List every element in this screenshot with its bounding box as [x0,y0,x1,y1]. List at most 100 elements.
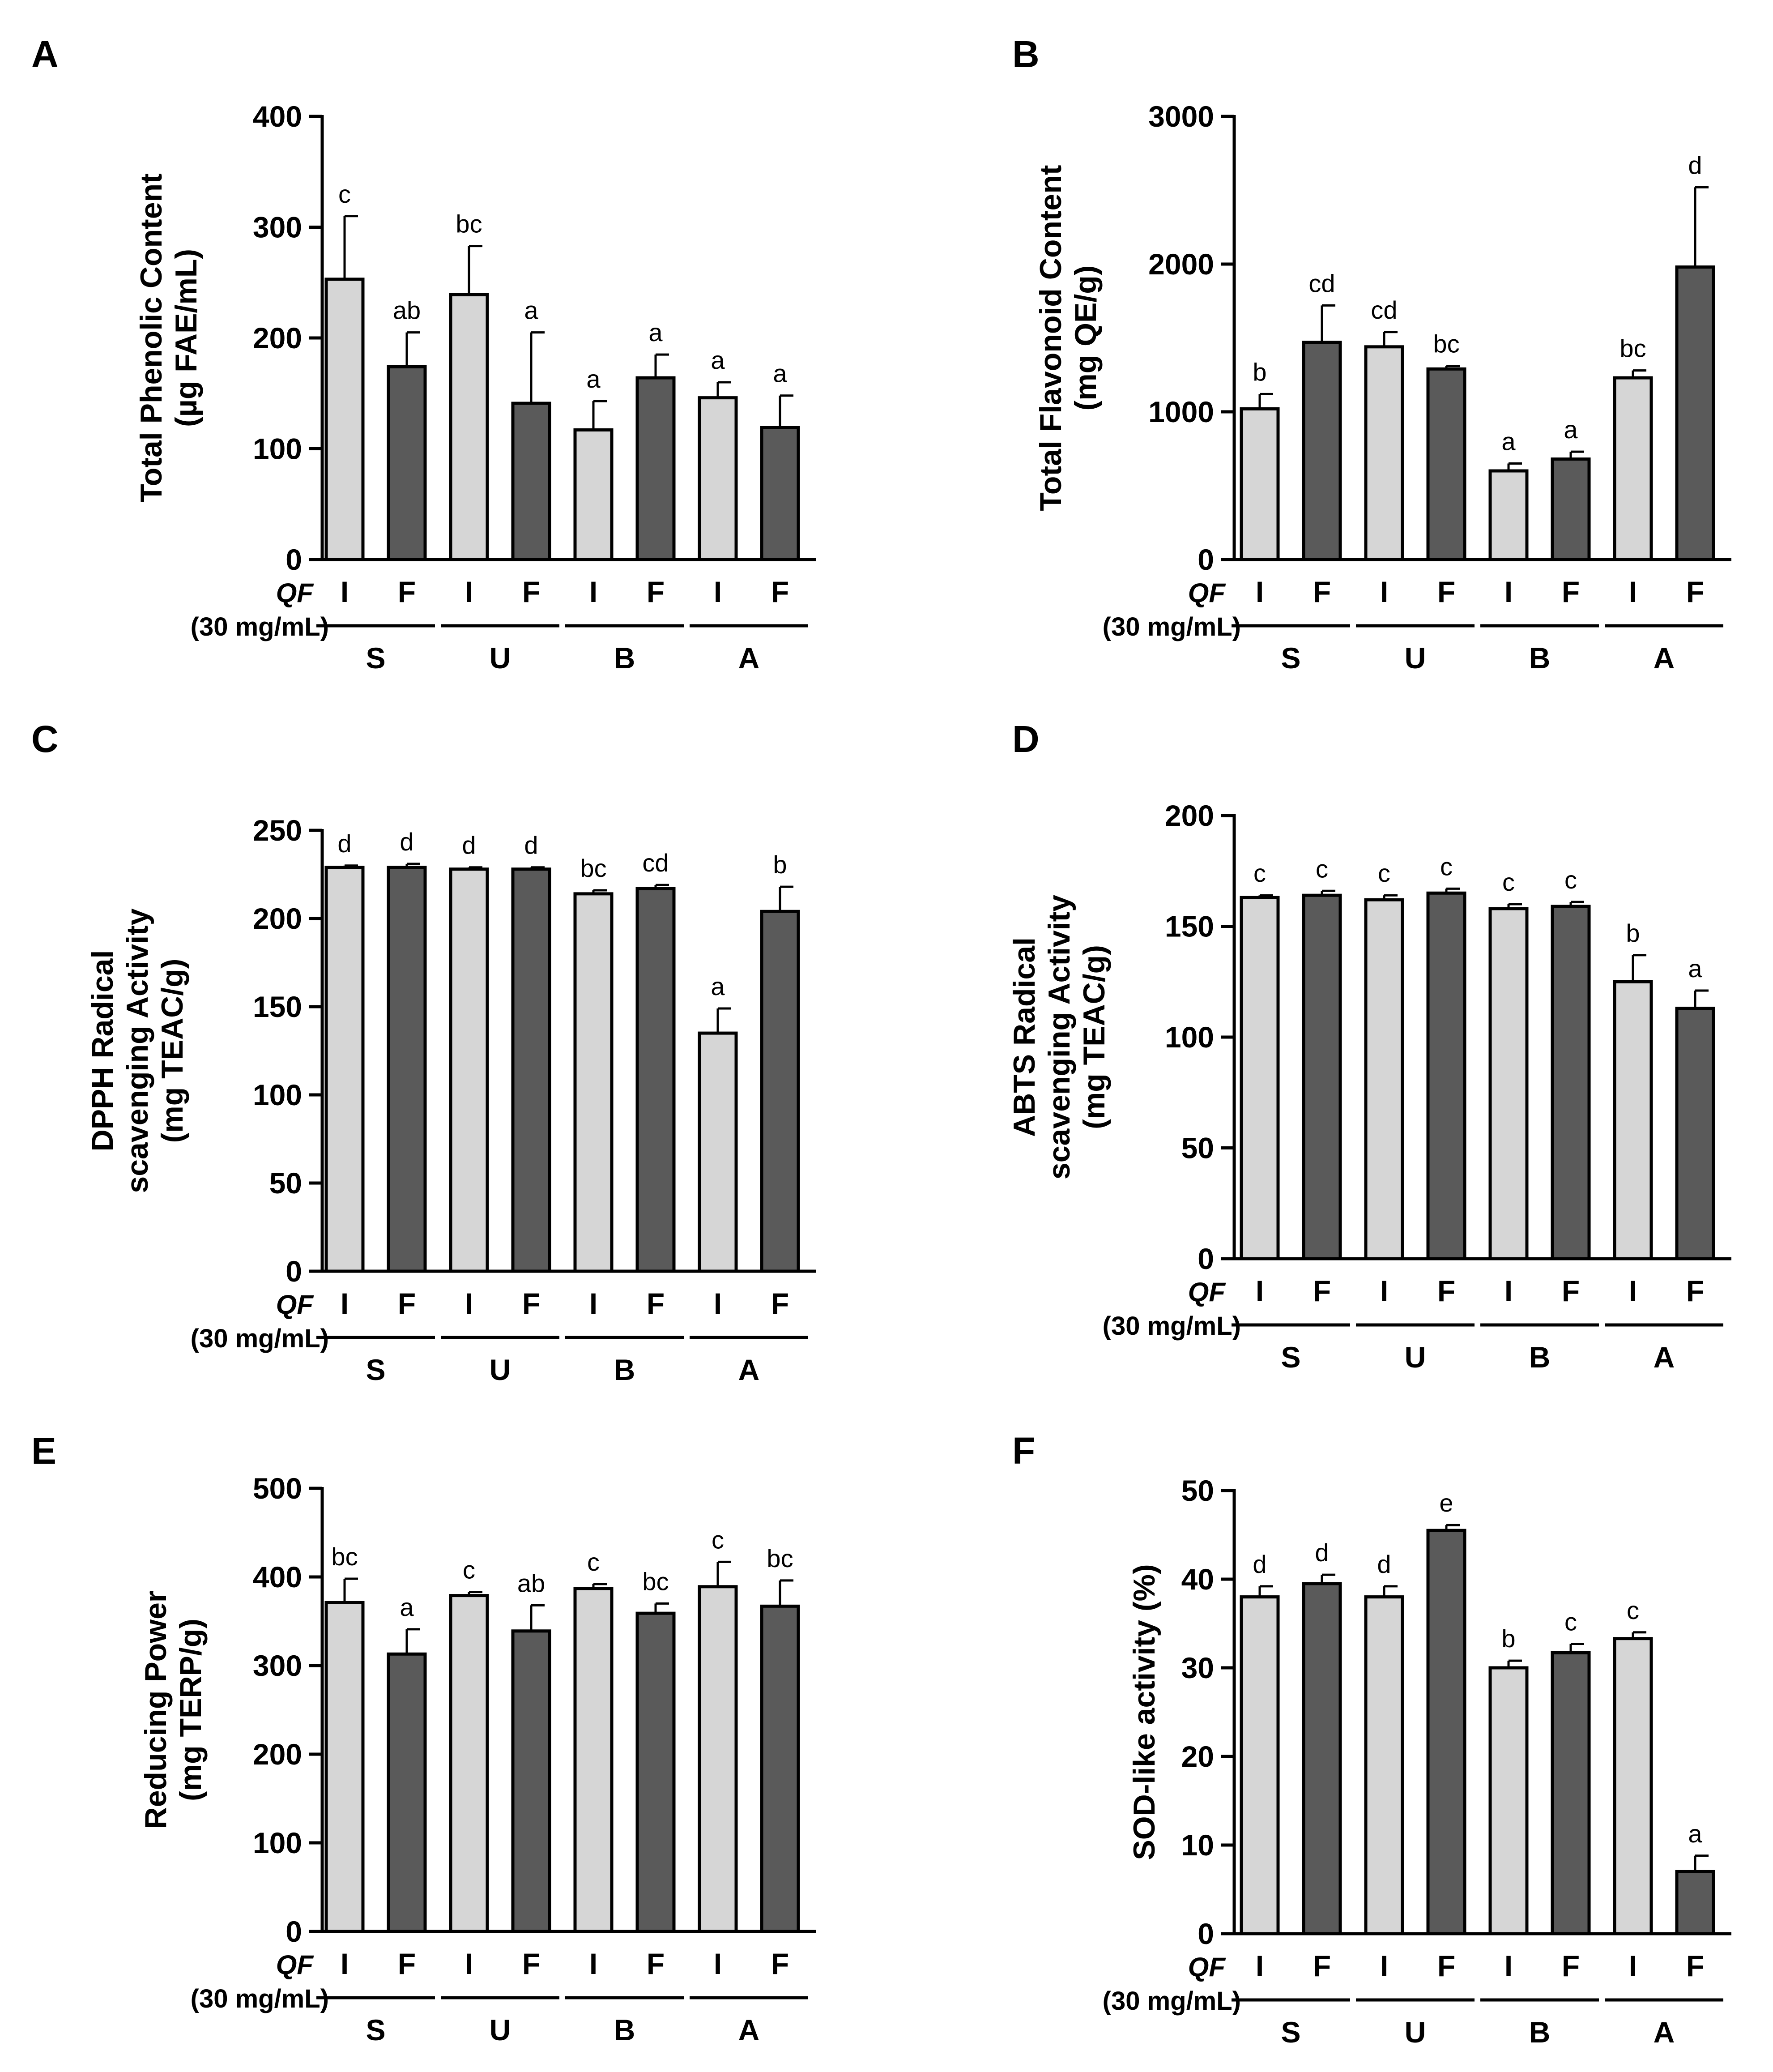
x-tick-label: F [1313,1949,1331,1982]
chart-panel-e: E 0 100 200 300 400 500 Reducing Power (mg TERP/… [31,1430,816,2046]
group-label: U [490,1353,511,1386]
panel-letter: A [31,33,59,75]
bar-i-s [324,866,365,1273]
x-tick-label: F [522,575,540,608]
significance-letter: ab [393,296,421,325]
bar-f-s [387,1652,427,1933]
chart-panel-d: D 0 50 100 150 200 ABTS Radical scavenging Acti… [1007,718,1731,1374]
x-tick-label: F [1437,1274,1455,1307]
significance-letter: bc [456,210,482,238]
y-axis-label: scavenging Activity [120,908,154,1193]
significance-letter: c [1378,859,1390,887]
group-label: A [1654,1341,1675,1374]
x-tick-label: F [522,1287,540,1320]
bar-f-b [635,887,676,1273]
significance-letter: c [463,1556,475,1584]
significance-letter: b [1253,358,1266,386]
y-tick-label: 20 [1181,1740,1214,1773]
x-tick-label: I [1629,575,1637,608]
group-label: B [1529,1341,1551,1374]
bar-f-a [1675,1870,1715,1935]
x-tick-label: F [398,1287,416,1320]
x-tick-label: F [1437,575,1455,608]
y-axis-label: Reducing Power [139,1591,173,1829]
y-tick-label: 0 [286,1255,302,1288]
x-tick-label: F [771,1287,789,1320]
chart-panel-b: B 0 1000 2000 3000 Total Flavonoid Content (mg… [1012,33,1731,675]
y-tick-label: 400 [253,1560,302,1594]
y-axis-label: (mg QE/g) [1069,265,1103,411]
x-tick-label: F [1686,1949,1704,1982]
x-tick-label: I [1629,1274,1637,1307]
panel-letter: D [1012,718,1040,760]
significance-letter: d [524,831,538,859]
y-axis-label: Total Flavonoid Content [1034,165,1068,511]
bar-i-s [1240,407,1280,561]
bar-i-b [573,892,614,1273]
x-tick-label: I [1629,1949,1637,1982]
x-tick-label: F [1686,575,1704,608]
x-tick-label: I [714,575,722,608]
bar-i-a [1613,1637,1653,1935]
bar-f-a [760,426,800,561]
bar-i-a [1613,980,1653,1260]
y-tick-label: 100 [253,432,302,466]
y-axis-label: (µg FAE/mL) [169,249,203,427]
treatment-concentration: (30 mg/mL) [191,612,329,641]
bar-i-s [1240,896,1280,1260]
significance-letter: a [648,318,663,346]
x-tick-label: I [1504,1949,1513,1982]
treatment-label: QF [276,578,314,608]
y-tick-label: 250 [253,814,302,847]
x-tick-label: F [771,1947,789,1980]
significance-letter: c [1564,1608,1577,1636]
bar-i-a [698,396,738,561]
x-tick-label: I [341,575,349,608]
bar-f-s [1302,1582,1342,1935]
y-tick-label: 50 [269,1166,302,1200]
bar-f-a [760,1604,800,1933]
y-tick-label: 150 [253,990,302,1023]
y-axis-label: ABTS Radical [1007,937,1041,1137]
y-tick-label: 0 [1198,1242,1214,1275]
x-tick-label: F [398,1947,416,1980]
x-tick-label: I [341,1947,349,1980]
y-tick-label: 400 [253,100,302,133]
y-tick-label: 3000 [1148,100,1214,133]
significance-letter: c [712,1525,724,1554]
x-tick-label: I [1256,1949,1264,1982]
significance-letter: bc [331,1542,358,1571]
x-tick-label: F [647,1287,665,1320]
treatment-concentration: (30 mg/mL) [1103,612,1241,641]
significance-letter: cd [642,849,669,877]
significance-letter: a [524,296,538,325]
x-tick-label: F [1562,1949,1580,1982]
bar-i-b [1488,907,1529,1260]
treatment-label: QF [1188,578,1226,608]
bar-i-a [1613,376,1653,561]
significance-letter: bc [642,1567,669,1595]
x-tick-label: F [1562,575,1580,608]
x-tick-label: F [1313,575,1331,608]
bar-f-u [1426,367,1466,561]
bar-i-s [324,278,365,561]
y-tick-label: 1000 [1148,395,1214,428]
bar-f-a [1675,1007,1715,1260]
significance-letter: cd [1308,269,1335,297]
x-tick-label: I [465,575,473,608]
significance-letter: bc [767,1544,793,1572]
x-tick-label: I [1256,1274,1264,1307]
y-tick-label: 150 [1165,910,1214,943]
group-label: B [614,2013,635,2046]
y-tick-label: 200 [253,321,302,355]
treatment-concentration: (30 mg/mL) [1103,1987,1241,2016]
bar-i-s [1240,1595,1280,1935]
bar-f-s [1302,893,1342,1260]
significance-letter: a [1501,427,1516,456]
significance-letter: d [462,831,476,859]
x-tick-label: F [771,575,789,608]
treatment-concentration: (30 mg/mL) [191,1984,329,2013]
significance-letter: d [1688,151,1702,179]
y-tick-label: 100 [253,1078,302,1111]
